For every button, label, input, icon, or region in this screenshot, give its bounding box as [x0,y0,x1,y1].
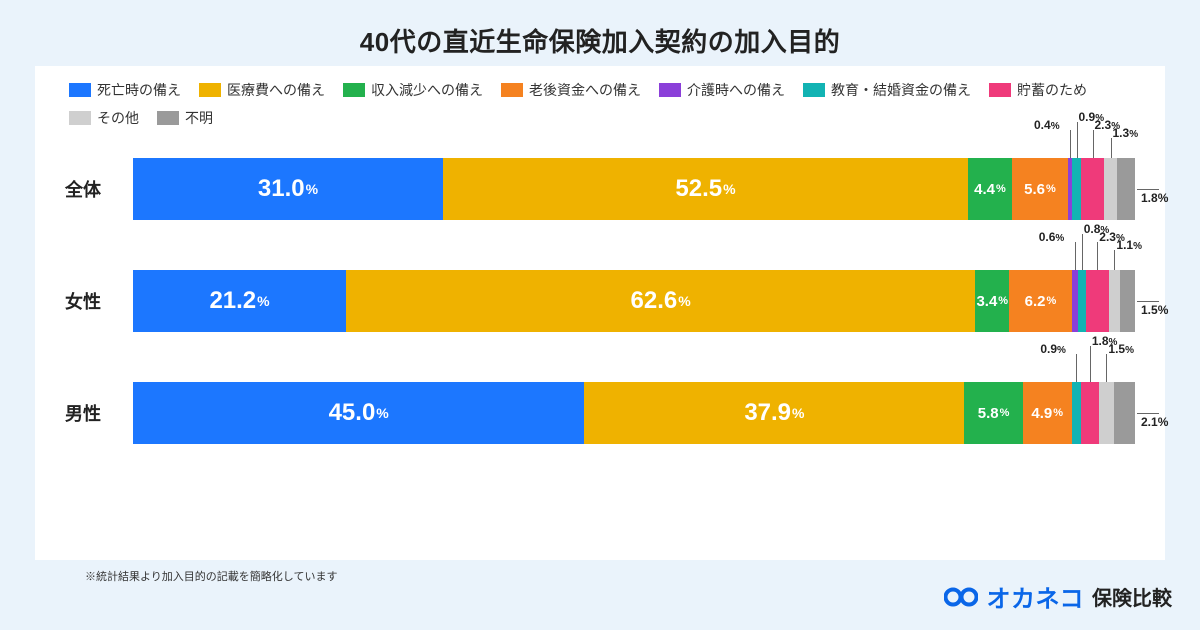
bar-segment [1072,382,1081,444]
legend-label: 死亡時の備え [97,80,181,100]
legend-swatch [69,111,91,125]
chart-rows: 全体31.0%52.5%4.4%5.6%0.4%0.9%2.3%1.3%1.8%… [65,158,1135,444]
legend-item: その他 [69,108,139,128]
legend-label: 医療費への備え [227,80,325,100]
brand: オカネコ 保険比較 [944,579,1172,614]
callout-label: 1.5% [1108,342,1134,356]
legend: 死亡時の備え 医療費への備え 収入減少への備え 老後資金への備え 介護時への備え 教育・結… [65,80,1135,128]
legend-label: 老後資金への備え [529,80,641,100]
bar-segment [1104,158,1117,220]
chart-row: 全体31.0%52.5%4.4%5.6%0.4%0.9%2.3%1.3%1.8% [65,158,1135,220]
side-callout-label: 2.1% [1141,415,1168,429]
legend-swatch [989,83,1011,97]
legend-item: 収入減少への備え [343,80,483,100]
bar-segment: 62.6% [346,270,975,332]
side-callout-label: 1.5% [1141,303,1168,317]
bar-segment [1081,382,1099,444]
chart-row: 男性45.0%37.9%5.8%4.9%0.9%1.8%1.5%2.1% [65,382,1135,444]
chart-row: 女性21.2%62.6%3.4%6.2%0.6%0.8%2.3%1.1%1.5% [65,270,1135,332]
bar-segment [1078,270,1086,332]
legend-label: その他 [97,108,139,128]
callout-label: 0.9% [1040,342,1066,356]
brand-sub: 保険比較 [1092,582,1172,611]
side-callout-label: 1.8% [1141,191,1168,205]
legend-item: 不明 [157,108,213,128]
callout-label: 0.4% [1034,118,1060,132]
callout-label: 1.1% [1116,238,1142,252]
bar-segment: 52.5% [443,158,968,220]
bar-segment [1086,270,1109,332]
bar-segment [1114,382,1135,444]
bar-segment: 37.9% [584,382,964,444]
row-label: 男性 [65,400,133,426]
bar-wrap: 21.2%62.6%3.4%6.2%0.6%0.8%2.3%1.1%1.5% [133,270,1135,332]
stacked-bar: 45.0%37.9%5.8%4.9% [133,382,1135,444]
legend-item: 貯蓄のため [989,80,1087,100]
callouts: 0.6%0.8%2.3%1.1% [133,242,1135,270]
legend-swatch [343,83,365,97]
legend-item: 介護時への備え [659,80,785,100]
legend-swatch [803,83,825,97]
row-label: 女性 [65,288,133,314]
chart-panel: 死亡時の備え 医療費への備え 収入減少への備え 老後資金への備え 介護時への備え 教育・結… [35,66,1165,560]
bar-segment: 4.4% [968,158,1012,220]
callouts: 0.4%0.9%2.3%1.3% [133,130,1135,158]
callout-label: 0.6% [1039,230,1065,244]
legend-label: 教育・結婚資金の備え [831,80,971,100]
legend-label: 介護時への備え [687,80,785,100]
legend-item: 医療費への備え [199,80,325,100]
bar-segment [1081,158,1104,220]
bar-segment: 5.6% [1012,158,1068,220]
bar-segment: 21.2% [133,270,346,332]
legend-swatch [199,83,221,97]
bar-segment: 3.4% [975,270,1009,332]
bar-segment [1109,270,1120,332]
bar-segment: 45.0% [133,382,584,444]
row-label: 全体 [65,176,133,202]
bar-segment: 5.8% [964,382,1022,444]
bar-wrap: 31.0%52.5%4.4%5.6%0.4%0.9%2.3%1.3%1.8% [133,158,1135,220]
footnote: ※統計結果より加入目的の記載を簡略化しています [85,568,337,584]
legend-item: 教育・結婚資金の備え [803,80,971,100]
callout-label: 1.3% [1113,126,1139,140]
legend-swatch [157,111,179,125]
bar-segment [1120,270,1135,332]
bar-wrap: 45.0%37.9%5.8%4.9%0.9%1.8%1.5%2.1% [133,382,1135,444]
legend-item: 老後資金への備え [501,80,641,100]
legend-label: 収入減少への備え [371,80,483,100]
brand-name: オカネコ [986,579,1084,614]
legend-label: 貯蓄のため [1017,80,1087,100]
legend-swatch [69,83,91,97]
bar-segment [1072,158,1081,220]
bar-segment [1099,382,1114,444]
callouts: 0.9%1.8%1.5% [133,354,1135,382]
bar-segment: 6.2% [1009,270,1071,332]
legend-swatch [659,83,681,97]
legend-item: 死亡時の備え [69,80,181,100]
bar-segment: 31.0% [133,158,443,220]
legend-swatch [501,83,523,97]
bar-segment [1117,158,1135,220]
brand-logo-icon [944,586,978,608]
stacked-bar: 21.2%62.6%3.4%6.2% [133,270,1135,332]
bar-segment: 4.9% [1023,382,1072,444]
stacked-bar: 31.0%52.5%4.4%5.6% [133,158,1135,220]
chart-title: 40代の直近生命保険加入契約の加入目的 [0,0,1200,59]
legend-label: 不明 [185,108,213,128]
